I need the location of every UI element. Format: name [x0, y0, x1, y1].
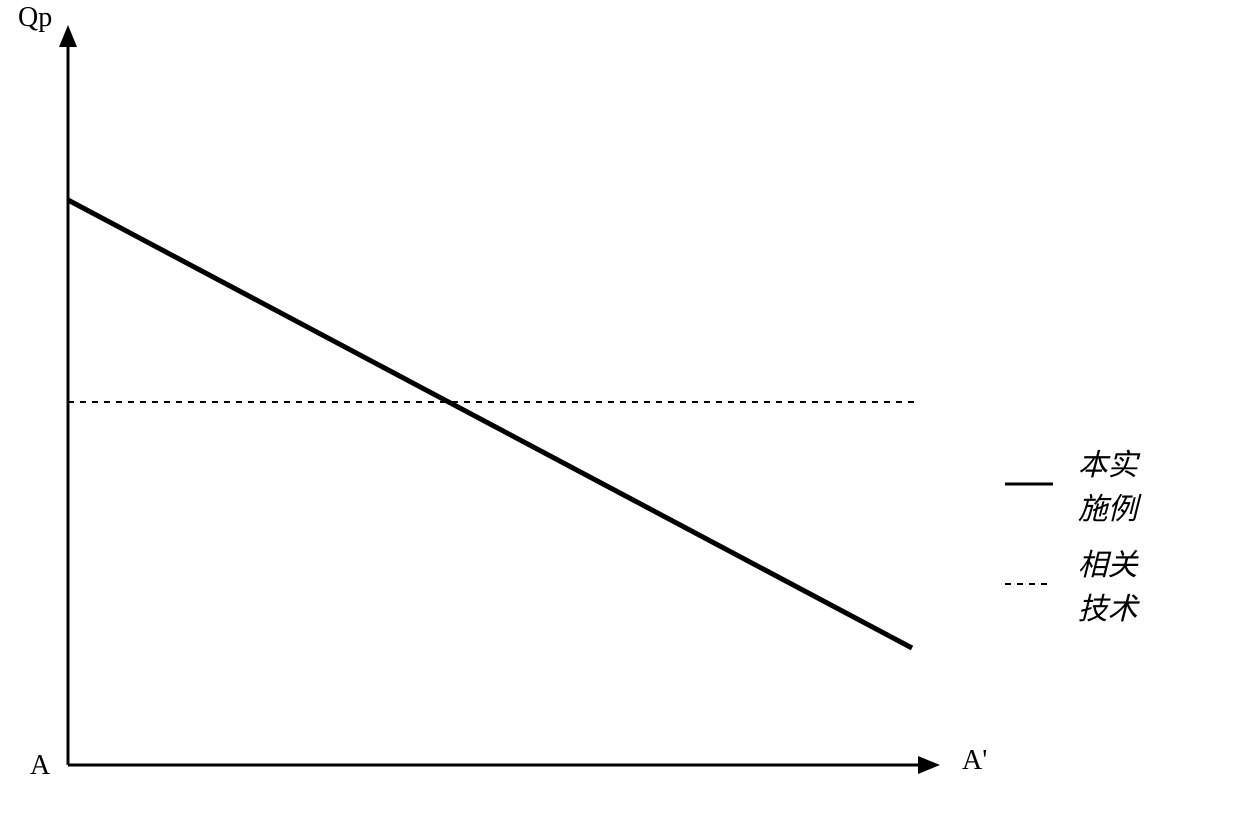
legend-item-dashed: 相关技术: [1005, 540, 1145, 628]
chart-svg: [0, 0, 1240, 814]
y-axis-label: Qp: [18, 2, 52, 34]
x-end-label: A': [962, 745, 987, 777]
legend-line-dashed-icon: [1005, 574, 1053, 594]
legend-label-dashed: 相关技术: [1078, 540, 1145, 628]
x-origin-label: A: [30, 750, 50, 782]
legend-item-solid: 本实施例: [1005, 440, 1145, 528]
legend-line-solid-icon: [1005, 474, 1053, 494]
legend-label-solid: 本实施例: [1078, 440, 1145, 528]
